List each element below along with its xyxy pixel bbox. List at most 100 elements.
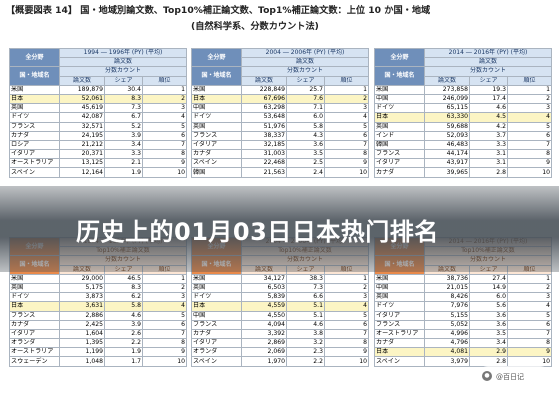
share-value: 3.9 bbox=[104, 130, 143, 141]
rank-value: 9 bbox=[141, 158, 188, 169]
paper-count: 3,631 bbox=[59, 301, 105, 312]
rank-value: 5 bbox=[141, 121, 188, 132]
paper-count: 53,648 bbox=[241, 112, 287, 123]
col-header-share: シェア bbox=[469, 75, 508, 86]
country-name: 中国 bbox=[191, 103, 242, 114]
share-value: 6.2 bbox=[104, 292, 143, 303]
table-row: イタリア 1,604 2.6 7 bbox=[9, 328, 188, 340]
paper-count: 59,688 bbox=[424, 121, 470, 132]
rank-value: 1 bbox=[506, 273, 553, 284]
country-name: カナダ bbox=[9, 130, 60, 141]
country-name: 英国 bbox=[374, 292, 425, 303]
share-value: 4.5 bbox=[469, 112, 508, 123]
table-row: 中国 4,550 5.1 5 bbox=[191, 310, 370, 321]
share-value: 4.6 bbox=[286, 319, 325, 330]
share-value: 2.9 bbox=[469, 347, 508, 358]
country-name: イタリア bbox=[9, 149, 60, 160]
paper-count: 4,996 bbox=[424, 328, 470, 340]
paper-count: 51,976 bbox=[241, 121, 287, 132]
col-header-count: 論文数 bbox=[424, 75, 470, 86]
country-name: 日本 bbox=[191, 301, 242, 312]
table-row: スペイン 1,970 2.2 10 bbox=[191, 356, 370, 367]
share-value: 3.3 bbox=[104, 149, 143, 160]
banner-title: 历史上的01月03日日本热门排名 bbox=[76, 218, 439, 246]
paper-count: 21,212 bbox=[59, 139, 105, 151]
col-header-share: シェア bbox=[286, 75, 325, 86]
title-banner bbox=[0, 186, 559, 272]
table-row: カナダ 39,965 2.8 10 bbox=[374, 167, 553, 178]
rank-value: 2 bbox=[323, 93, 370, 105]
watermark-text: @百日记 bbox=[496, 373, 524, 381]
share-value: 2.5 bbox=[286, 158, 325, 169]
table-row: カナダ 2,425 3.9 6 bbox=[9, 319, 188, 330]
paper-count: 24,195 bbox=[59, 130, 105, 141]
share-value: 5.1 bbox=[286, 301, 325, 312]
rank-value: 6 bbox=[141, 319, 188, 330]
country-name: スウェーデン bbox=[9, 356, 60, 367]
rank-value: 3 bbox=[506, 292, 553, 303]
rank-value: 7 bbox=[141, 139, 188, 151]
share-value: 2.3 bbox=[286, 347, 325, 358]
paper-count: 32,571 bbox=[59, 121, 105, 132]
share-value: 2.8 bbox=[469, 167, 508, 178]
table-row: インド 52,093 3.7 6 bbox=[374, 130, 553, 141]
share-value: 7.1 bbox=[286, 103, 325, 114]
rank-value: 1 bbox=[141, 84, 188, 95]
country-name: 米国 bbox=[9, 84, 60, 95]
header-country-region: 国・地域名 bbox=[9, 66, 60, 86]
country-name: ドイツ bbox=[374, 301, 425, 312]
country-name: フランス bbox=[374, 149, 425, 160]
table-row: カナダ 3,392 3.8 7 bbox=[191, 328, 370, 340]
table-row: 日本 52,061 8.3 2 bbox=[9, 93, 188, 105]
table-row: オーストラリア 1,199 1.9 9 bbox=[9, 347, 188, 358]
share-value: 8.3 bbox=[104, 93, 143, 105]
rank-value: 2 bbox=[506, 93, 553, 105]
rank-value: 6 bbox=[323, 319, 370, 330]
share-value: 2.8 bbox=[469, 356, 508, 367]
table-row: フランス 5,052 3.6 6 bbox=[374, 319, 553, 330]
country-name: 中国 bbox=[374, 93, 425, 105]
share-value: 3.8 bbox=[286, 328, 325, 340]
table-row: スペイン 22,468 2.5 9 bbox=[191, 158, 370, 169]
country-name: イタリア bbox=[374, 310, 425, 321]
table-row: 英国 51,976 5.8 5 bbox=[191, 121, 370, 132]
country-name: カナダ bbox=[9, 319, 60, 330]
country-name: フランス bbox=[191, 319, 242, 330]
rank-value: 3 bbox=[141, 103, 188, 114]
share-value: 19.3 bbox=[469, 84, 508, 95]
rank-value: 3 bbox=[323, 103, 370, 114]
share-value: 14.9 bbox=[469, 282, 508, 294]
country-name: イタリア bbox=[191, 338, 242, 349]
country-name: フランス bbox=[9, 121, 60, 132]
table-row: 日本 4,559 5.1 4 bbox=[191, 301, 370, 312]
rank-value: 5 bbox=[506, 121, 553, 132]
country-name: 米国 bbox=[374, 84, 425, 95]
table-row: スペイン 3,979 2.8 10 bbox=[374, 356, 553, 367]
share-value: 3.6 bbox=[286, 139, 325, 151]
share-value: 1.9 bbox=[104, 347, 143, 358]
rank-value: 4 bbox=[141, 112, 188, 123]
country-name: 中国 bbox=[374, 282, 425, 294]
header-metric: 論文数 bbox=[240, 57, 370, 68]
paper-count: 52,061 bbox=[59, 93, 105, 105]
share-value: 3.6 bbox=[469, 319, 508, 330]
paper-count: 45,619 bbox=[59, 103, 105, 114]
table-row: 米国 189,879 30.4 1 bbox=[9, 84, 188, 95]
country-name: 日本 bbox=[374, 347, 425, 358]
rank-value: 4 bbox=[323, 301, 370, 312]
rank-value: 5 bbox=[506, 310, 553, 321]
rank-value: 1 bbox=[323, 273, 370, 284]
country-name: イタリア bbox=[191, 139, 242, 151]
share-value: 4.6 bbox=[104, 310, 143, 321]
paper-count: 21,015 bbox=[424, 282, 470, 294]
country-name: 日本 bbox=[191, 93, 242, 105]
share-value: 7.6 bbox=[286, 93, 325, 105]
paper-count: 5,839 bbox=[241, 292, 287, 303]
share-value: 3.3 bbox=[469, 139, 508, 151]
table-row: イタリア 5,155 3.6 5 bbox=[374, 310, 553, 321]
col-header-rank: 順位 bbox=[141, 75, 188, 86]
paper-count: 34,127 bbox=[241, 273, 287, 284]
share-value: 3.9 bbox=[104, 319, 143, 330]
table-row: 米国 34,127 38.3 1 bbox=[191, 273, 370, 284]
figure-title: 【概要図表 14】 国・地域別論文数、Top10%補正論文数、Top1%補正論文… bbox=[6, 4, 554, 44]
